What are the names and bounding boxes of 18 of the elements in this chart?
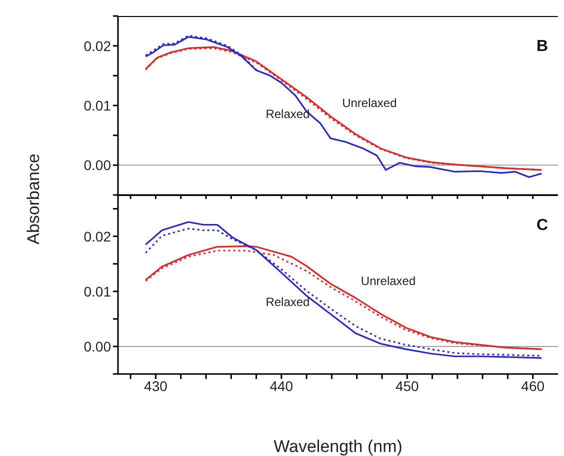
annotation: Relaxed <box>266 295 310 310</box>
annotation: B <box>536 38 548 56</box>
x-tick-label: 440 <box>270 378 294 394</box>
x-tick-label: 430 <box>144 378 168 394</box>
y-tick-label: 0.01 <box>84 283 112 300</box>
x-tick-label: 460 <box>521 378 545 394</box>
y-tick-label: 0.00 <box>84 338 112 354</box>
y-tick-label: 0.02 <box>84 228 112 244</box>
x-axis-title: Wavelength (nm) <box>274 437 402 456</box>
annotation: Unrelaxed <box>360 274 416 288</box>
y-axis-title: Absorbance <box>24 154 44 244</box>
annotation: Relaxed <box>266 107 310 122</box>
annotation: Unrelaxed <box>342 96 397 110</box>
x-tick-label: 450 <box>395 378 420 394</box>
y-tick-label: 0.01 <box>84 97 112 114</box>
y-tick-label: 0.02 <box>84 38 112 54</box>
annotation: C <box>536 217 548 235</box>
y-tick-label: 0.00 <box>84 157 112 174</box>
